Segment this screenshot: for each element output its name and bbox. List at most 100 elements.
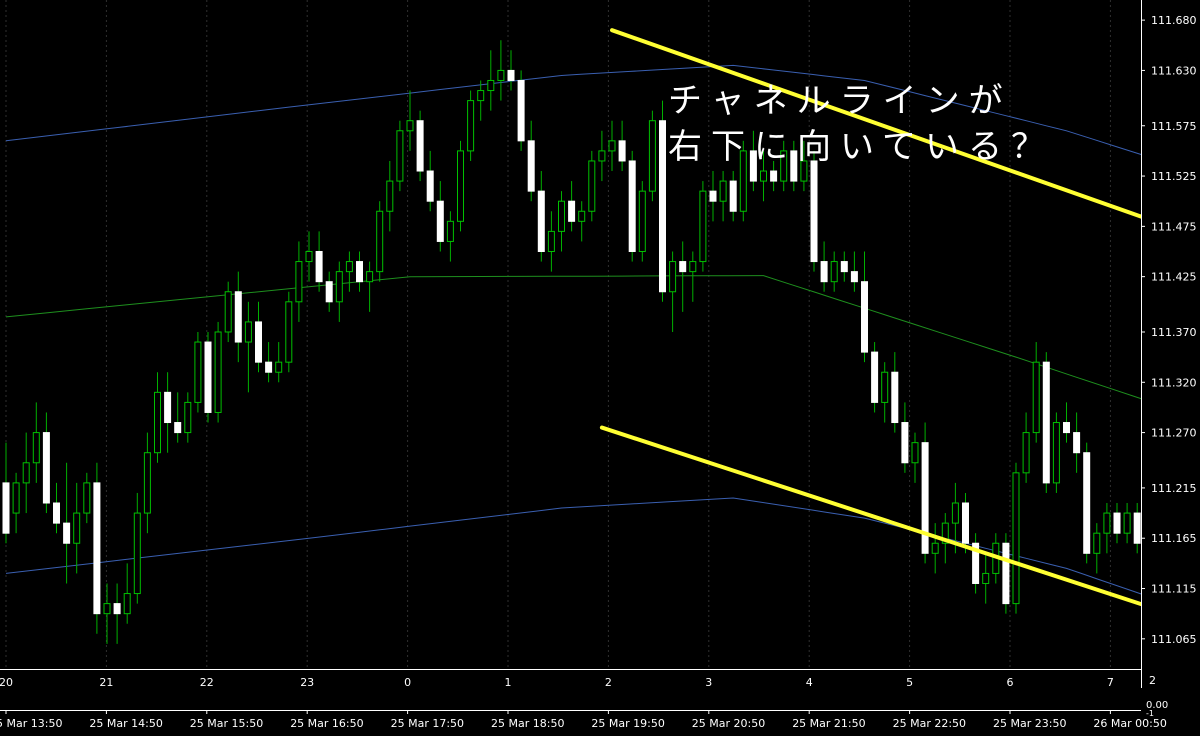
period-separators [5,0,1111,669]
candle-body-bull [739,150,747,212]
candle-body-bull [558,200,565,232]
candle [396,120,404,192]
candle-body-bear [850,271,858,283]
candle [184,392,192,443]
hour-label: 3 [705,676,712,689]
candle [73,482,81,574]
time-label: 25 Mar 18:50 [491,717,564,730]
candle [861,251,868,363]
candle [608,120,616,172]
candle [618,120,626,172]
axis-labels: 111.680 111.630 111.575 111.525 111.475 111.4… [0,14,1197,730]
candle-body-bear [729,180,737,212]
time-label: 25 Mar 21:50 [792,717,865,730]
candle-body-bear [901,422,909,464]
candle [366,261,374,312]
candle-body-bear [1063,422,1070,434]
candle [679,241,687,312]
candle [477,80,485,121]
corner-value: 0.00 [1146,700,1168,711]
price-tick-label: 111.215 [1151,482,1197,495]
candle [244,301,252,393]
candle-body-bear [527,140,535,192]
candle-body-bull [123,593,131,615]
candle-body-bear [2,482,10,534]
candle [234,271,242,363]
candle-body-bear [174,422,182,434]
candle [386,160,394,232]
candle-body-bull [103,603,111,615]
candle [335,261,343,322]
candle-body-bull [184,401,192,434]
candle-body-bear [1073,432,1081,454]
time-label: 25 Mar 15:50 [190,717,263,730]
annotation-line-2: 右下に向いている？ [668,127,1054,167]
candle-body-bear [416,120,424,172]
candle [1012,462,1020,614]
candle-body-bear [507,69,515,81]
candle [83,472,91,524]
price-tick-label: 111.115 [1151,583,1197,596]
candle-body-bear [113,603,121,615]
candle [214,321,222,423]
candle-body-bull [133,512,141,595]
candle-body-bear [315,251,323,283]
candle [174,392,182,443]
candle-body-bull [699,190,707,263]
candle-body-bear [871,351,879,403]
price-tick-label: 111.680 [1151,14,1197,27]
candle [356,251,363,292]
candle [265,342,273,383]
candle-body-bull [406,120,414,132]
hour-label: 2 [605,676,612,689]
candle [709,171,717,222]
candle [689,251,697,302]
price-tick-label: 111.165 [1151,532,1197,545]
candle-body-bull [396,130,404,182]
candle [699,181,707,272]
candle [982,553,990,604]
candle-body-bear [861,281,868,353]
candle-body-bull [1123,512,1131,534]
candle [871,342,879,413]
candle [305,231,313,282]
candle-body-bull [22,462,30,484]
candle-body-bull [446,220,454,242]
candle [22,432,30,514]
candle-body-bull [931,542,939,554]
candle-body-bull [83,482,91,514]
candle [426,150,434,212]
candle [53,482,60,534]
hour-label: 1 [505,676,512,689]
candle [507,50,515,91]
candle-body-bear [679,261,687,273]
candle-body-bull [951,502,959,524]
time-label: 25 Mar 20:50 [692,717,765,730]
candle-body-bear [790,150,798,182]
hour-label: 23 [300,676,314,689]
time-label: 26 Mar 00:50 [1093,717,1166,730]
candle [325,271,333,312]
candle [972,533,980,594]
candle-body-bull [598,150,606,162]
candle [790,140,798,192]
candle-body-bear [628,160,636,253]
hour-label-extra: 2 [1149,674,1156,687]
candle [467,90,475,161]
candle [578,201,586,242]
candle-body-bear [1083,452,1091,554]
hour-label: 4 [806,676,813,689]
lower-channel-trendline [599,425,1200,626]
candle [1083,442,1091,564]
candle-body-bull [608,140,616,152]
time-label: 25 Mar 17:50 [391,717,464,730]
candle [1002,533,1010,614]
price-tick-label: 111.475 [1151,220,1197,233]
candle [154,372,161,463]
candle [143,432,151,534]
candle [345,251,353,292]
candle [32,402,40,483]
candle-body-bull [578,210,586,222]
